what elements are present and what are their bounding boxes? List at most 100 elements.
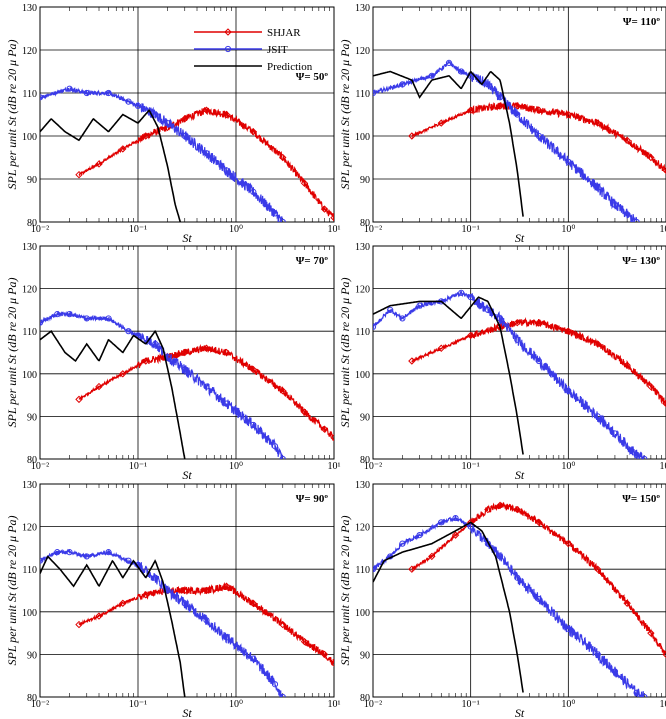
data-point-shjar bbox=[181, 348, 189, 357]
data-point-shjar bbox=[623, 136, 631, 145]
y-tick-label: 110 bbox=[355, 89, 370, 100]
data-point-jsit bbox=[223, 167, 230, 174]
data-point-jsit bbox=[514, 336, 521, 343]
data-point-shjar bbox=[330, 433, 334, 442]
data-point-jsit bbox=[496, 553, 504, 560]
data-point-shjar bbox=[594, 565, 602, 573]
data-point-jsit bbox=[373, 323, 377, 331]
y-tick-label: 110 bbox=[22, 565, 37, 576]
y-tick-label: 90 bbox=[27, 650, 37, 661]
plot-frame bbox=[372, 6, 666, 223]
data-point-jsit bbox=[535, 595, 543, 603]
data-point-jsit bbox=[54, 549, 61, 556]
y-axis-label: SPL per unit St (dB re 20 μ Pa) bbox=[338, 277, 352, 427]
data-point-shjar bbox=[300, 179, 309, 188]
y-tick-label: 80 bbox=[27, 218, 37, 229]
y-tick-label: 80 bbox=[360, 455, 370, 466]
data-point-shjar bbox=[222, 582, 231, 590]
chart-panel-right-middle: 80 90 100 110 120 130 10⁻² 10⁻¹ 10⁰ 10¹ St SPL per … bbox=[338, 242, 666, 482]
data-point-shjar bbox=[249, 365, 257, 374]
x-tick-label: 10¹ bbox=[660, 224, 666, 235]
x-tick-label: 10⁻¹ bbox=[129, 699, 147, 710]
x-tick-label: 10⁻² bbox=[31, 224, 49, 235]
data-point-jsit bbox=[641, 693, 648, 697]
psi-annotation: Ψ= 130º bbox=[622, 255, 660, 267]
data-point-jsit bbox=[125, 98, 132, 105]
x-tick-label: 10⁻² bbox=[364, 699, 382, 710]
data-point-jsit bbox=[438, 519, 445, 526]
data-point-jsit bbox=[271, 681, 279, 688]
plot-frame bbox=[372, 245, 666, 460]
x-axis-label: St bbox=[182, 231, 192, 245]
data-point-shjar bbox=[279, 387, 287, 395]
data-point-jsit bbox=[271, 443, 279, 450]
data-point-jsit bbox=[181, 600, 188, 607]
x-tick-label: 10¹ bbox=[660, 699, 666, 710]
y-tick-label: 80 bbox=[27, 455, 37, 466]
data-point-jsit bbox=[373, 566, 377, 573]
series-line-prediction bbox=[40, 109, 182, 222]
data-point-shjar bbox=[119, 145, 127, 153]
data-point-jsit bbox=[452, 514, 459, 522]
data-point-shjar bbox=[95, 382, 103, 391]
data-point-jsit bbox=[594, 413, 601, 420]
data-point-jsit bbox=[66, 311, 73, 318]
data-point-shjar bbox=[513, 102, 521, 110]
data-point-shjar bbox=[564, 539, 573, 548]
series-line-shjar bbox=[411, 317, 666, 406]
series-line-prediction bbox=[40, 329, 186, 459]
data-point-jsit bbox=[467, 523, 474, 530]
series-line-prediction bbox=[373, 296, 524, 455]
data-point-jsit bbox=[387, 306, 394, 313]
data-point-jsit bbox=[279, 218, 286, 222]
plot-area bbox=[373, 289, 666, 459]
data-point-shjar bbox=[119, 599, 127, 607]
y-tick-label: 100 bbox=[22, 370, 37, 381]
data-point-shjar bbox=[594, 340, 602, 348]
data-point-shjar bbox=[408, 357, 416, 365]
data-point-shjar bbox=[75, 395, 83, 404]
y-tick-label: 100 bbox=[22, 132, 37, 143]
data-point-shjar bbox=[496, 501, 504, 510]
y-tick-label: 130 bbox=[22, 3, 37, 14]
series-line-prediction bbox=[40, 555, 186, 697]
y-tick-label: 130 bbox=[22, 242, 37, 253]
legend-label: SHJAR bbox=[267, 27, 301, 39]
x-axis-label: St bbox=[515, 706, 525, 719]
x-tick-label: 10¹ bbox=[328, 224, 341, 235]
y-tick-label: 130 bbox=[22, 480, 37, 491]
data-point-shjar bbox=[662, 650, 666, 659]
x-tick-label: 10⁻² bbox=[364, 224, 382, 235]
series-line-jsit bbox=[373, 60, 638, 222]
y-axis-label: SPL per unit St (dB re 20 μ Pa) bbox=[5, 277, 19, 427]
data-point-jsit bbox=[514, 111, 521, 118]
y-tick-label: 100 bbox=[22, 608, 37, 619]
data-point-shjar bbox=[181, 115, 189, 123]
data-point-shjar bbox=[647, 153, 655, 162]
x-tick-label: 10⁰ bbox=[561, 224, 575, 235]
data-point-jsit bbox=[66, 85, 73, 92]
data-point-shjar bbox=[496, 102, 504, 110]
data-point-jsit bbox=[181, 366, 188, 373]
data-point-jsit bbox=[105, 549, 112, 556]
y-tick-label: 110 bbox=[22, 327, 37, 338]
data-point-shjar bbox=[623, 361, 631, 369]
y-tick-label: 90 bbox=[360, 412, 370, 423]
plot-frame bbox=[39, 6, 335, 223]
data-point-jsit bbox=[271, 210, 279, 217]
chart-panel-right-bottom: 80 90 100 110 120 130 10⁻² 10⁻¹ 10⁰ 10¹ St SPL per … bbox=[338, 480, 666, 719]
data-point-shjar bbox=[408, 132, 416, 140]
data-point-shjar bbox=[466, 331, 475, 340]
data-point-jsit bbox=[134, 102, 142, 110]
y-tick-label: 130 bbox=[355, 3, 370, 14]
legend-marker bbox=[224, 45, 232, 53]
x-axis-label: St bbox=[182, 468, 192, 482]
data-point-jsit bbox=[565, 625, 572, 632]
y-tick-label: 130 bbox=[355, 480, 370, 491]
data-point-shjar bbox=[437, 119, 445, 127]
y-tick-label: 130 bbox=[355, 242, 370, 253]
data-point-jsit bbox=[152, 574, 159, 581]
data-point-jsit bbox=[279, 455, 286, 459]
y-axis-label: SPL per unit St (dB re 20 μ Pa) bbox=[338, 39, 352, 189]
data-point-shjar bbox=[535, 318, 543, 327]
